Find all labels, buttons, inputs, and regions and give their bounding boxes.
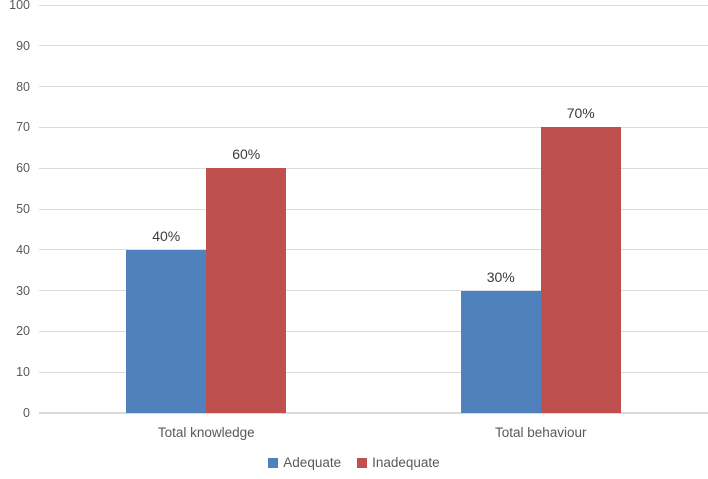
gridline <box>39 208 708 210</box>
data-label-inadequate-total-behaviour: 70% <box>566 105 595 122</box>
y-axis-tick-label: 100 <box>9 0 30 12</box>
legend-color-swatch <box>357 457 368 468</box>
y-axis-tick-label: 80 <box>16 79 30 94</box>
legend-label: Inadequate <box>372 455 440 470</box>
x-axis-line <box>39 412 708 414</box>
legend-color-swatch <box>268 457 279 468</box>
x-axis-category-label: Total behaviour <box>494 425 587 440</box>
y-axis-tick-label: 30 <box>16 283 30 298</box>
y-axis-tick-label: 0 <box>23 406 30 420</box>
gridline <box>39 371 708 373</box>
bar-adequate-total-knowledge <box>126 249 207 413</box>
gridline <box>39 4 708 6</box>
gridline <box>39 126 708 128</box>
bar-inadequate-total-behaviour <box>540 127 621 413</box>
y-axis-tick-label: 10 <box>16 365 30 380</box>
gridline <box>39 249 708 251</box>
plot-area: 0 10 20 30 40 50 60 70 80 90 100 40% 60% Total knowle… <box>9 0 708 440</box>
bar-inadequate-total-knowledge <box>206 168 287 413</box>
y-axis-tick-label: 90 <box>16 38 30 53</box>
gridline <box>39 290 708 292</box>
legend-label: Adequate <box>283 455 342 470</box>
gridline <box>39 167 708 169</box>
data-label-inadequate-total-knowledge: 60% <box>232 146 261 163</box>
gridline <box>39 86 708 88</box>
legend-item-adequate: Adequate <box>268 455 341 470</box>
gridline <box>39 45 708 47</box>
x-axis-category-label: Total knowledge <box>157 425 255 440</box>
y-axis-tick-label: 70 <box>16 120 30 135</box>
y-axis-tick-label: 20 <box>16 324 30 339</box>
y-axis-tick-label: 60 <box>16 161 30 176</box>
data-label-adequate-total-knowledge: 40% <box>152 227 181 244</box>
legend: Adequate Inadequate <box>0 455 708 470</box>
y-axis-tick-label: 50 <box>16 202 30 216</box>
data-label-adequate-total-behaviour: 30% <box>486 268 515 285</box>
legend-item-inadequate: Inadequate <box>357 455 440 470</box>
bar-adequate-total-behaviour <box>460 290 541 413</box>
y-axis-tick-label: 40 <box>16 242 30 257</box>
gridline <box>39 330 708 332</box>
